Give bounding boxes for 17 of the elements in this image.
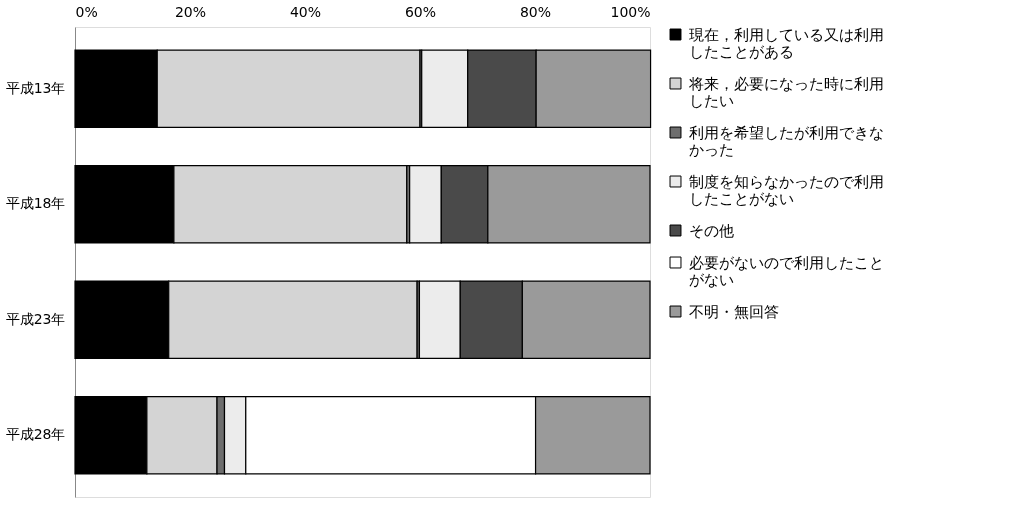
legend-label: 不明・無回答 (689, 302, 779, 321)
legend-label: 現在，利用している又は利用したことがある (689, 25, 884, 61)
x-tick-label: 80% (519, 3, 552, 20)
legend-label: その他 (689, 221, 734, 240)
legend-label: 制度を知らなかったので利用したことがない (689, 172, 884, 208)
y-tick-label: 平成18年 (5, 195, 66, 212)
legend-label: 将来，必要になった時に利用したい (688, 74, 884, 110)
y-tick-label: 平成28年 (5, 426, 66, 443)
x-tick-label: 100% (610, 3, 651, 20)
x-tick-label: 0% (75, 3, 98, 20)
x-tick-label: 60% (404, 3, 437, 20)
y-tick-label: 平成23年 (5, 310, 66, 327)
x-tick-label: 40% (289, 3, 322, 20)
x-tick-label: 20% (174, 3, 207, 20)
y-tick-label: 平成13年 (5, 79, 66, 96)
legend-label: 必要がないので利用したことがない (689, 253, 884, 289)
legend-label: 利用を希望したが利用できなかった (689, 123, 884, 159)
